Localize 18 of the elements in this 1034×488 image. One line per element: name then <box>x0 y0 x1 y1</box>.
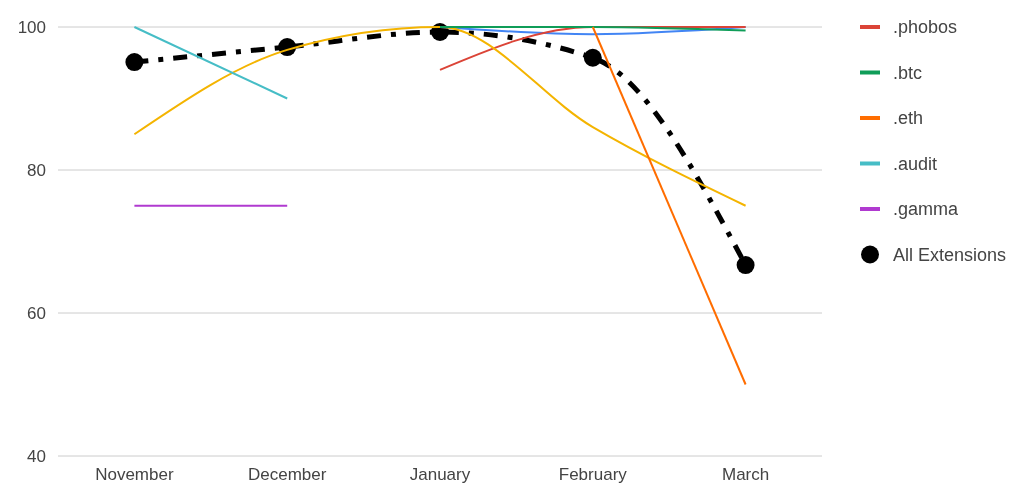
legend-label: .gamma <box>893 199 960 220</box>
y-tick-label: 40 <box>27 446 46 466</box>
legend-label: .btc <box>893 62 923 83</box>
y-tick-label: 100 <box>17 17 46 37</box>
y-tick-label: 60 <box>27 303 46 323</box>
x-tick-label: December <box>247 465 327 484</box>
legend-label: All Extensions <box>893 244 1007 265</box>
x-tick-label: November <box>95 465 174 484</box>
legend-label: .eth <box>893 108 924 129</box>
legend-label: .audit <box>893 153 938 174</box>
legend-label: .phobos <box>893 17 958 38</box>
x-tick-label: January <box>409 465 471 484</box>
x-tick-label: March <box>721 465 770 484</box>
point <box>583 48 602 67</box>
y-tick-label: 80 <box>27 160 46 180</box>
point <box>736 256 755 275</box>
x-tick-label: February <box>558 465 628 484</box>
point <box>125 53 144 72</box>
